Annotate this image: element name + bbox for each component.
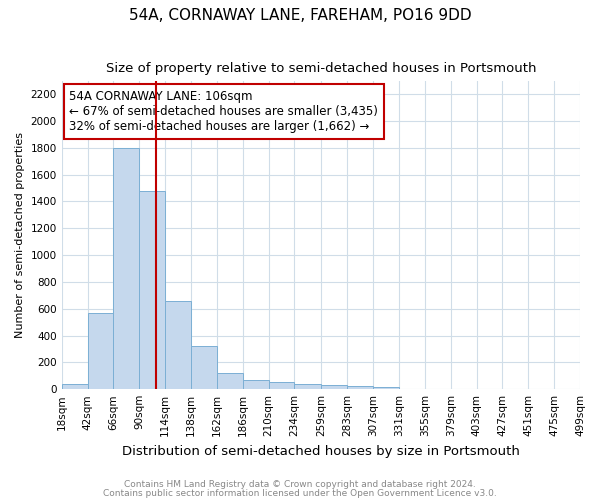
Bar xyxy=(88,313,113,389)
Bar xyxy=(165,300,191,389)
Text: Contains public sector information licensed under the Open Government Licence v3: Contains public sector information licen… xyxy=(103,488,497,498)
Bar xyxy=(191,346,217,389)
Text: 54A CORNAWAY LANE: 106sqm
← 67% of semi-detached houses are smaller (3,435)
32% : 54A CORNAWAY LANE: 106sqm ← 67% of semi-… xyxy=(70,90,379,133)
Bar xyxy=(113,148,139,389)
Text: Contains HM Land Registry data © Crown copyright and database right 2024.: Contains HM Land Registry data © Crown c… xyxy=(124,480,476,489)
Bar xyxy=(217,373,243,389)
Title: Size of property relative to semi-detached houses in Portsmouth: Size of property relative to semi-detach… xyxy=(106,62,536,76)
Y-axis label: Number of semi-detached properties: Number of semi-detached properties xyxy=(15,132,25,338)
Bar xyxy=(139,191,165,389)
Bar xyxy=(243,380,269,389)
Bar xyxy=(269,382,295,389)
Bar xyxy=(62,384,88,389)
Bar xyxy=(322,385,347,389)
Bar xyxy=(373,387,399,389)
Bar xyxy=(347,386,373,389)
X-axis label: Distribution of semi-detached houses by size in Portsmouth: Distribution of semi-detached houses by … xyxy=(122,444,520,458)
Text: 54A, CORNAWAY LANE, FAREHAM, PO16 9DD: 54A, CORNAWAY LANE, FAREHAM, PO16 9DD xyxy=(128,8,472,22)
Bar xyxy=(295,384,322,389)
